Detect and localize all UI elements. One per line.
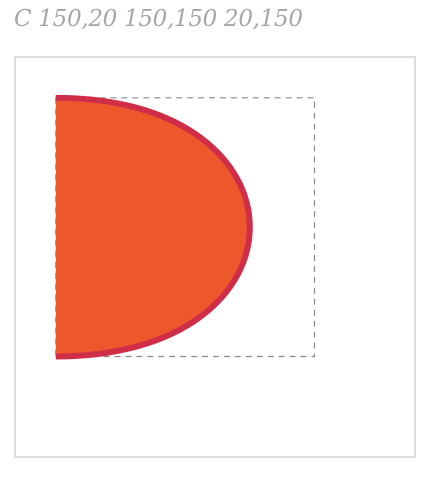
- path-command-label: C 150,20 150,150 20,150: [14, 6, 303, 32]
- cubic-bezier-shape: [55, 94, 253, 360]
- control-bounding-box: [55, 97, 316, 358]
- canvas-frame: [14, 56, 416, 458]
- canvas-svg: [55, 94, 316, 360]
